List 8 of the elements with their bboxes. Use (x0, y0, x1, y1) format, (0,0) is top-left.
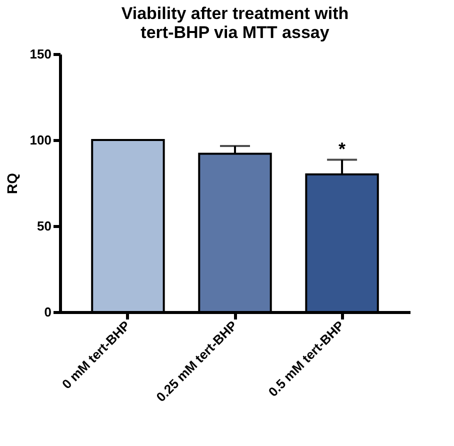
y-tick-label: 50 (37, 218, 52, 234)
y-tick-label: 0 (44, 304, 52, 320)
y-tick-label: 150 (30, 46, 52, 62)
text: Viability after treatment with (121, 4, 349, 23)
y-tick-label: 100 (30, 132, 52, 148)
text: tert-BHP via MTT assay (140, 23, 330, 42)
annotation: * (338, 138, 346, 159)
y-axis-title: RQ (4, 172, 20, 194)
